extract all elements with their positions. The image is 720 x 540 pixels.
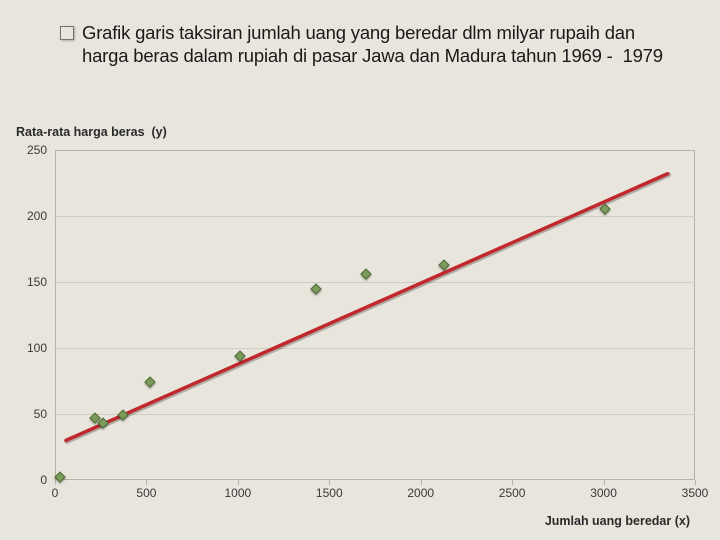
x-tick-mark	[695, 480, 696, 485]
x-tick-mark	[512, 480, 513, 485]
title-bullet	[60, 26, 74, 40]
y-tick-label: 250	[27, 143, 47, 157]
x-tick-label: 1500	[316, 486, 343, 500]
y-axis-title: Rata-rata harga beras (y)	[16, 125, 167, 139]
x-axis-title: Jumlah uang beredar (x)	[545, 514, 690, 528]
x-tick-label: 2000	[407, 486, 434, 500]
x-tick-mark	[604, 480, 605, 485]
y-tick-label: 0	[40, 473, 47, 487]
x-tick-label: 1000	[224, 486, 251, 500]
x-tick-mark	[238, 480, 239, 485]
y-tick-label: 200	[27, 209, 47, 223]
x-tick-mark	[55, 480, 56, 485]
x-tick-label: 2500	[499, 486, 526, 500]
x-tick-label: 0	[52, 486, 59, 500]
x-tick-mark	[329, 480, 330, 485]
x-tick-mark	[421, 480, 422, 485]
x-tick-label: 3500	[682, 486, 709, 500]
y-tick-label: 100	[27, 341, 47, 355]
slide-title: Grafik garis taksiran jumlah uang yang b…	[82, 22, 680, 67]
trend-line	[55, 150, 695, 480]
x-tick-mark	[146, 480, 147, 485]
x-tick-label: 500	[136, 486, 156, 500]
x-tick-label: 3000	[590, 486, 617, 500]
y-tick-label: 50	[34, 407, 47, 421]
y-tick-label: 150	[27, 275, 47, 289]
chart-plot-area: 0501001502002500500100015002000250030003…	[55, 150, 695, 480]
